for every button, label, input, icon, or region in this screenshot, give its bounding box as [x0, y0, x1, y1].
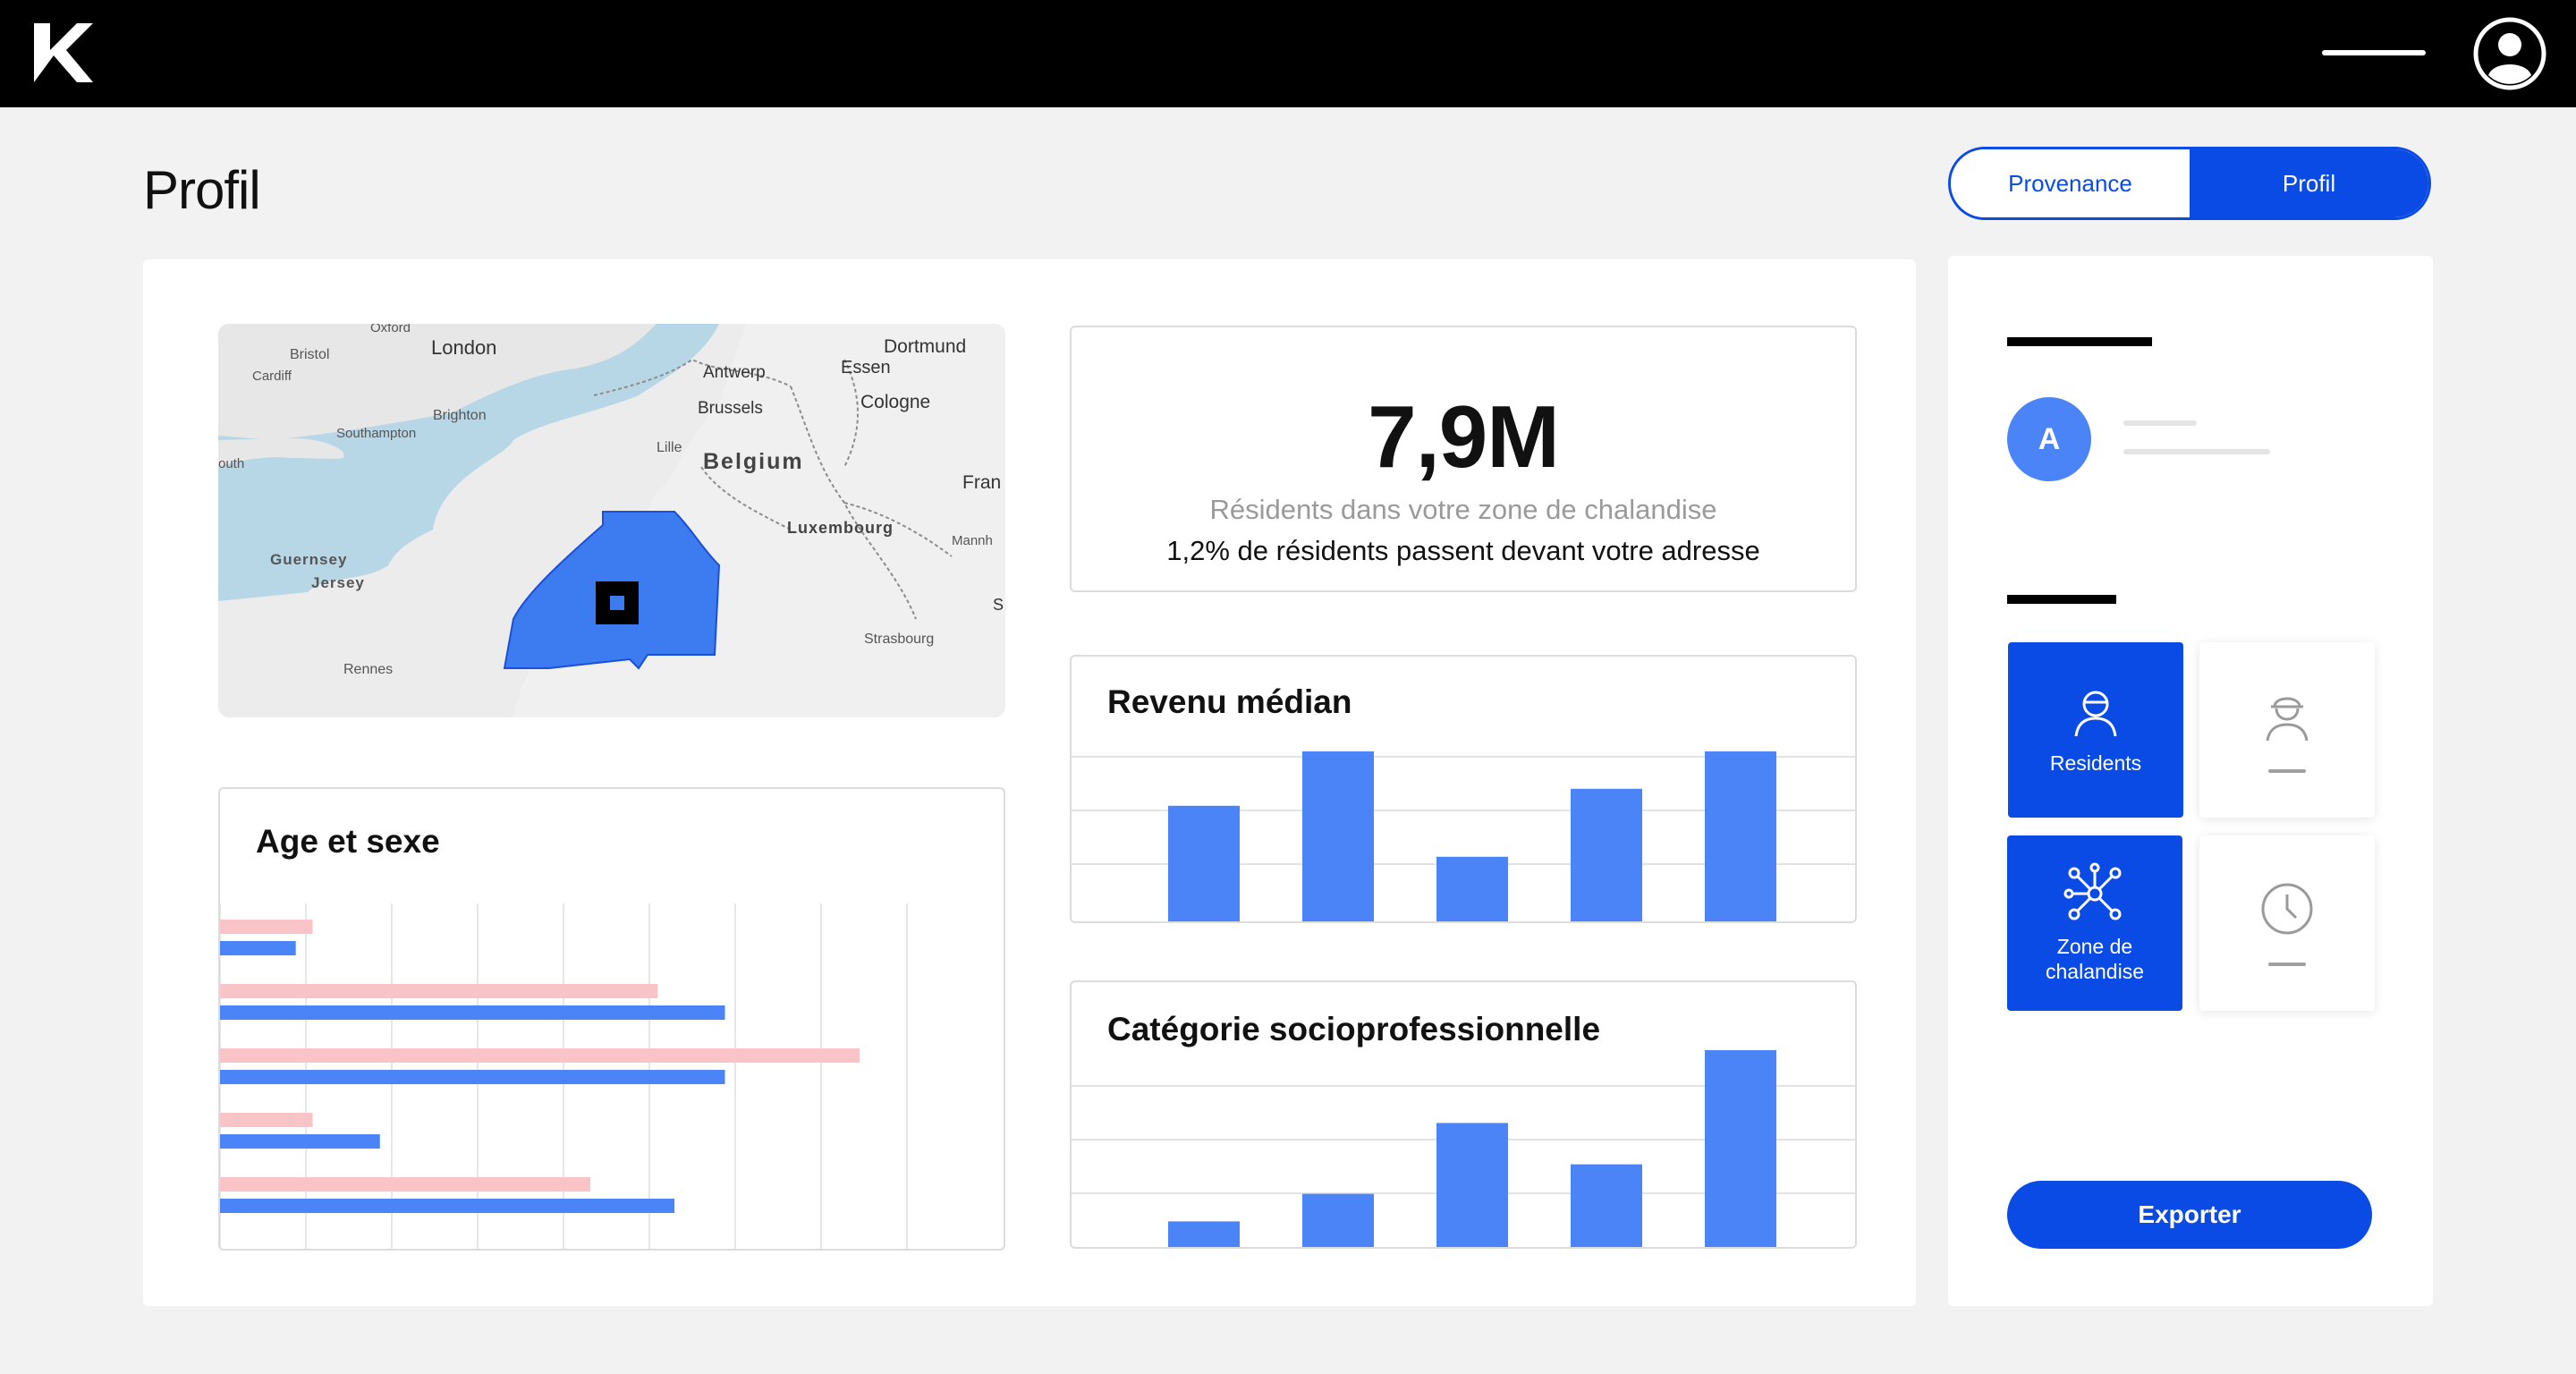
- revenue-chart: [1072, 751, 1855, 921]
- map-label: Brussels: [698, 399, 763, 418]
- chart-bar-female: [220, 1048, 860, 1063]
- chart-bar: [1302, 1193, 1374, 1247]
- catchment-map[interactable]: Oxford Bristol London Cardiff Brighton S…: [218, 324, 1005, 717]
- map-label: Strasbourg: [864, 632, 935, 647]
- map-label: London: [431, 336, 497, 359]
- map-label: Luxembourg: [787, 519, 894, 537]
- tile-time[interactable]: [2199, 835, 2375, 1011]
- chart-bar-female: [220, 920, 313, 934]
- chart-bar: [1571, 1164, 1642, 1247]
- map-label: outh: [218, 456, 245, 471]
- user-account-icon[interactable]: [2472, 16, 2547, 91]
- chart-bar: [1705, 1050, 1776, 1247]
- age-sex-chart-card: Age et sexe: [218, 787, 1005, 1251]
- map-label: Rennes: [343, 662, 394, 677]
- chart-bar-male: [220, 1199, 675, 1213]
- tab-profil[interactable]: Profil: [2190, 149, 2428, 217]
- page-title: Profil: [143, 160, 261, 220]
- socio-chart: [1072, 1050, 1855, 1247]
- top-navigation-bar: [0, 0, 2576, 107]
- map-label: Belgium: [703, 449, 804, 474]
- chart-bar: [1168, 805, 1240, 921]
- export-button[interactable]: Exporter: [2007, 1181, 2372, 1249]
- map-label: Guernsey: [270, 551, 348, 568]
- tile-placeholder-dash: [2268, 963, 2306, 966]
- chart-bar-female: [220, 1113, 313, 1127]
- chart-bar-male: [220, 1070, 725, 1084]
- chart-bar-female: [220, 1177, 590, 1192]
- socio-chart-title: Catégorie socioprofessionnelle: [1107, 1011, 1601, 1047]
- section-heading-placeholder: [2007, 337, 2152, 346]
- residents-detail: 1,2% de résidents passent devant votre a…: [1166, 535, 1760, 566]
- avatar[interactable]: A: [2007, 397, 2091, 481]
- chart-bar: [1302, 751, 1374, 921]
- residents-count: 7,9M: [1368, 387, 1560, 486]
- map-label: Dortmund: [884, 336, 967, 357]
- section-heading-placeholder: [2007, 595, 2116, 604]
- map-label: Southampton: [336, 426, 417, 441]
- map-label: Oxford: [370, 324, 411, 335]
- tab-provenance[interactable]: Provenance: [1951, 149, 2190, 217]
- map-label: Jersey: [311, 574, 365, 591]
- tile-catchment-label: Zone de chalandise: [2046, 935, 2144, 983]
- chart-bar: [1436, 856, 1508, 921]
- map-label: Cologne: [860, 392, 931, 412]
- map-label: Antwerp: [703, 363, 766, 382]
- map-label: Brighton: [433, 408, 487, 423]
- chart-bar-male: [220, 1134, 380, 1149]
- chart-bar: [1705, 751, 1776, 921]
- hamburger-line-icon[interactable]: [2322, 50, 2426, 55]
- chart-bar: [1168, 1221, 1240, 1247]
- worker-helmet-icon: [2266, 697, 2309, 742]
- socio-chart-card: Catégorie socioprofessionnelle: [1070, 980, 1857, 1249]
- clock-icon: [2261, 883, 2313, 935]
- tile-residents[interactable]: Residents: [2008, 642, 2183, 818]
- map-label: Fran: [962, 472, 1002, 493]
- age-sex-chart: [220, 903, 908, 1249]
- revenue-chart-card: Revenu médian: [1070, 655, 1857, 923]
- brand-logo-icon[interactable]: [32, 21, 95, 84]
- map-label: S: [993, 596, 1004, 614]
- chart-bar: [1571, 788, 1642, 921]
- resident-person-icon: [2074, 691, 2117, 737]
- age-sex-chart-title: Age et sexe: [256, 823, 440, 860]
- residents-subtitle: Résidents dans votre zone de chalandise: [1209, 494, 1717, 525]
- map-label: Bristol: [290, 347, 330, 362]
- text-placeholder: [2123, 449, 2270, 454]
- chart-bar-male: [220, 1005, 725, 1020]
- residents-stat-card: 7,9M Résidents dans votre zone de chalan…: [1070, 326, 1857, 592]
- chart-bar-male: [220, 941, 296, 955]
- tile-residents-label: Residents: [2049, 751, 2142, 775]
- map-label: Lille: [657, 440, 682, 455]
- map-label: Essen: [841, 358, 891, 377]
- network-nodes-icon: [2063, 862, 2122, 920]
- tile-workers[interactable]: [2199, 642, 2375, 818]
- chart-bar: [1436, 1123, 1508, 1247]
- tile-catchment-zone[interactable]: Zone de chalandise: [2007, 835, 2182, 1011]
- map-canvas: [218, 324, 1005, 717]
- view-toggle: Provenance Profil: [1948, 147, 2431, 220]
- revenue-chart-title: Revenu médian: [1107, 683, 1352, 720]
- map-label: Mannh: [952, 533, 993, 548]
- chart-bar-female: [220, 984, 658, 998]
- text-placeholder: [2123, 420, 2197, 426]
- tile-placeholder-dash: [2268, 769, 2306, 773]
- map-label: Cardiff: [252, 369, 292, 384]
- map-labels: Oxford Bristol London Cardiff Brighton S…: [218, 324, 1005, 717]
